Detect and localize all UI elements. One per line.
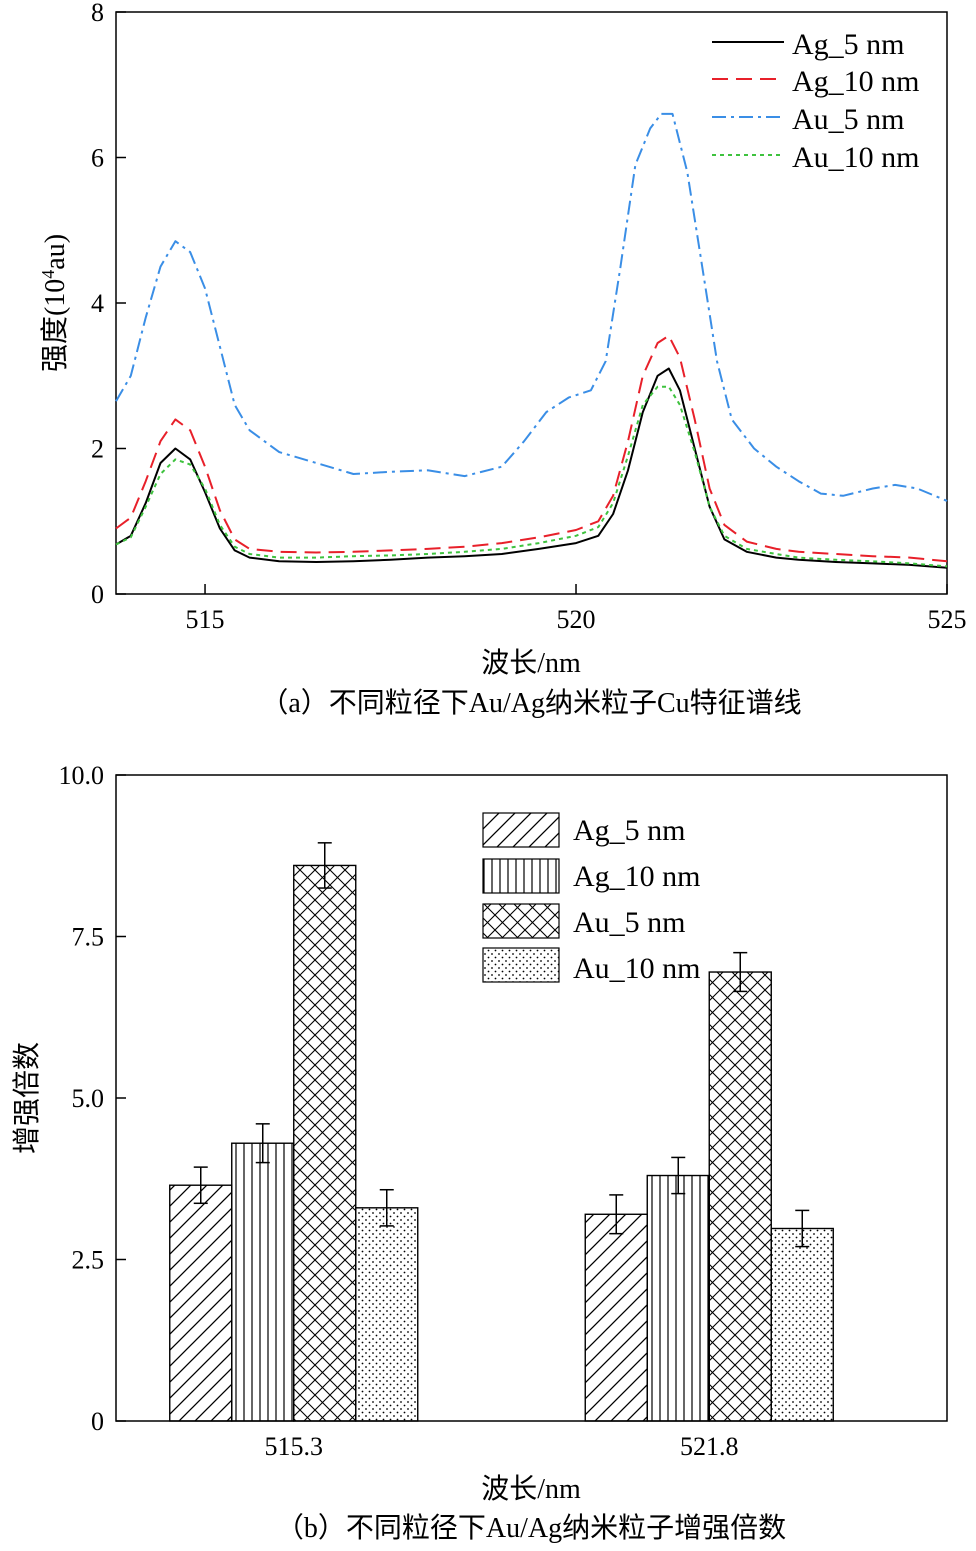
legend-b-swatch-au5 <box>482 903 560 939</box>
bar-au-5-nm-515.3 <box>293 864 357 1422</box>
legend-a-label-au5: Au_5 nm <box>792 103 905 136</box>
bar-ag-5-nm-515.3 <box>169 1184 233 1422</box>
y-tick-label-a: 2 <box>91 435 104 464</box>
series-line-ag-5-nm <box>115 367 948 569</box>
legend-b-label-au5: Au_5 nm <box>573 906 686 939</box>
y-tick-label-b: 5.0 <box>72 1084 105 1113</box>
legend-b-swatch-ag10 <box>482 858 560 894</box>
caption-b: （b）不同粒径下Au/Ag纳米粒子增强倍数 <box>276 1512 786 1544</box>
x-axis-label-a: 波长/nm <box>481 647 581 679</box>
series-lines-a <box>115 112 948 569</box>
panel-a: 0 2 4 6 8 515 520 525 强度(104au) 波长/nm （a）不同粒径下A… <box>38 0 967 719</box>
bar-ag-10-nm-515.3 <box>231 1142 295 1422</box>
caption-a: （a）不同粒径下Au/Ag纳米粒子Cu特征谱线 <box>260 687 801 719</box>
axis-ticks-a: 0 2 4 6 8 515 520 525 <box>91 0 967 634</box>
y-axis-label-b: 增强倍数 <box>11 1042 43 1154</box>
x-tick-label-a: 525 <box>928 605 967 634</box>
legend-b-swatch-au10 <box>482 947 560 983</box>
x-tick-label-b: 515.3 <box>265 1432 324 1461</box>
y-tick-label-b: 10.0 <box>59 761 105 790</box>
legend-a-label-ag5: Ag_5 nm <box>792 28 905 61</box>
y-tick-label-a: 4 <box>91 289 104 318</box>
bar-ag-5-nm-521.8 <box>584 1213 648 1422</box>
legend-a-label-au10: Au_10 nm <box>792 141 920 174</box>
y-tick-label-a: 8 <box>91 0 104 27</box>
legend-a-label-ag10: Ag_10 nm <box>792 65 920 98</box>
bar-au-5-nm-521.8 <box>708 971 772 1422</box>
legend-b-swatch-ag5 <box>482 812 560 848</box>
series-line-au-10-nm <box>115 385 948 568</box>
legend-b: Ag_5 nm Ag_10 nm Au_5 nm Au_10 nm <box>482 812 701 985</box>
axis-ticks-b: 0 2.5 5.0 7.5 10.0 515.3 521.8 <box>59 761 739 1461</box>
bars-b <box>169 842 834 1422</box>
bar-au-10-nm-515.3 <box>355 1207 419 1422</box>
x-tick-label-b: 521.8 <box>680 1432 739 1461</box>
legend-b-label-au10: Au_10 nm <box>573 952 701 985</box>
x-axis-label-b: 波长/nm <box>481 1473 581 1505</box>
panel-b: 0 2.5 5.0 7.5 10.0 515.3 521.8 增强倍数 波长/nm （b）不… <box>11 761 948 1544</box>
x-tick-label-a: 515 <box>186 605 225 634</box>
bar-ag-10-nm-521.8 <box>646 1174 710 1422</box>
plot-frame-a <box>115 11 948 595</box>
y-tick-label-b: 2.5 <box>72 1246 105 1275</box>
x-tick-label-a: 520 <box>557 605 596 634</box>
y-tick-label-a: 6 <box>91 144 104 173</box>
series-line-ag-10-nm <box>115 334 948 563</box>
bar-au-10-nm-521.8 <box>770 1227 834 1422</box>
legend-b-label-ag5: Ag_5 nm <box>573 814 686 847</box>
y-axis-label-a: 强度(104au) <box>38 234 71 372</box>
y-tick-label-b: 7.5 <box>72 923 105 952</box>
legend-a: Ag_5 nm Ag_10 nm Au_5 nm Au_10 nm <box>712 28 920 174</box>
legend-b-label-ag10: Ag_10 nm <box>573 860 701 893</box>
y-tick-label-b: 0 <box>91 1407 104 1436</box>
y-tick-label-a: 0 <box>91 580 104 609</box>
